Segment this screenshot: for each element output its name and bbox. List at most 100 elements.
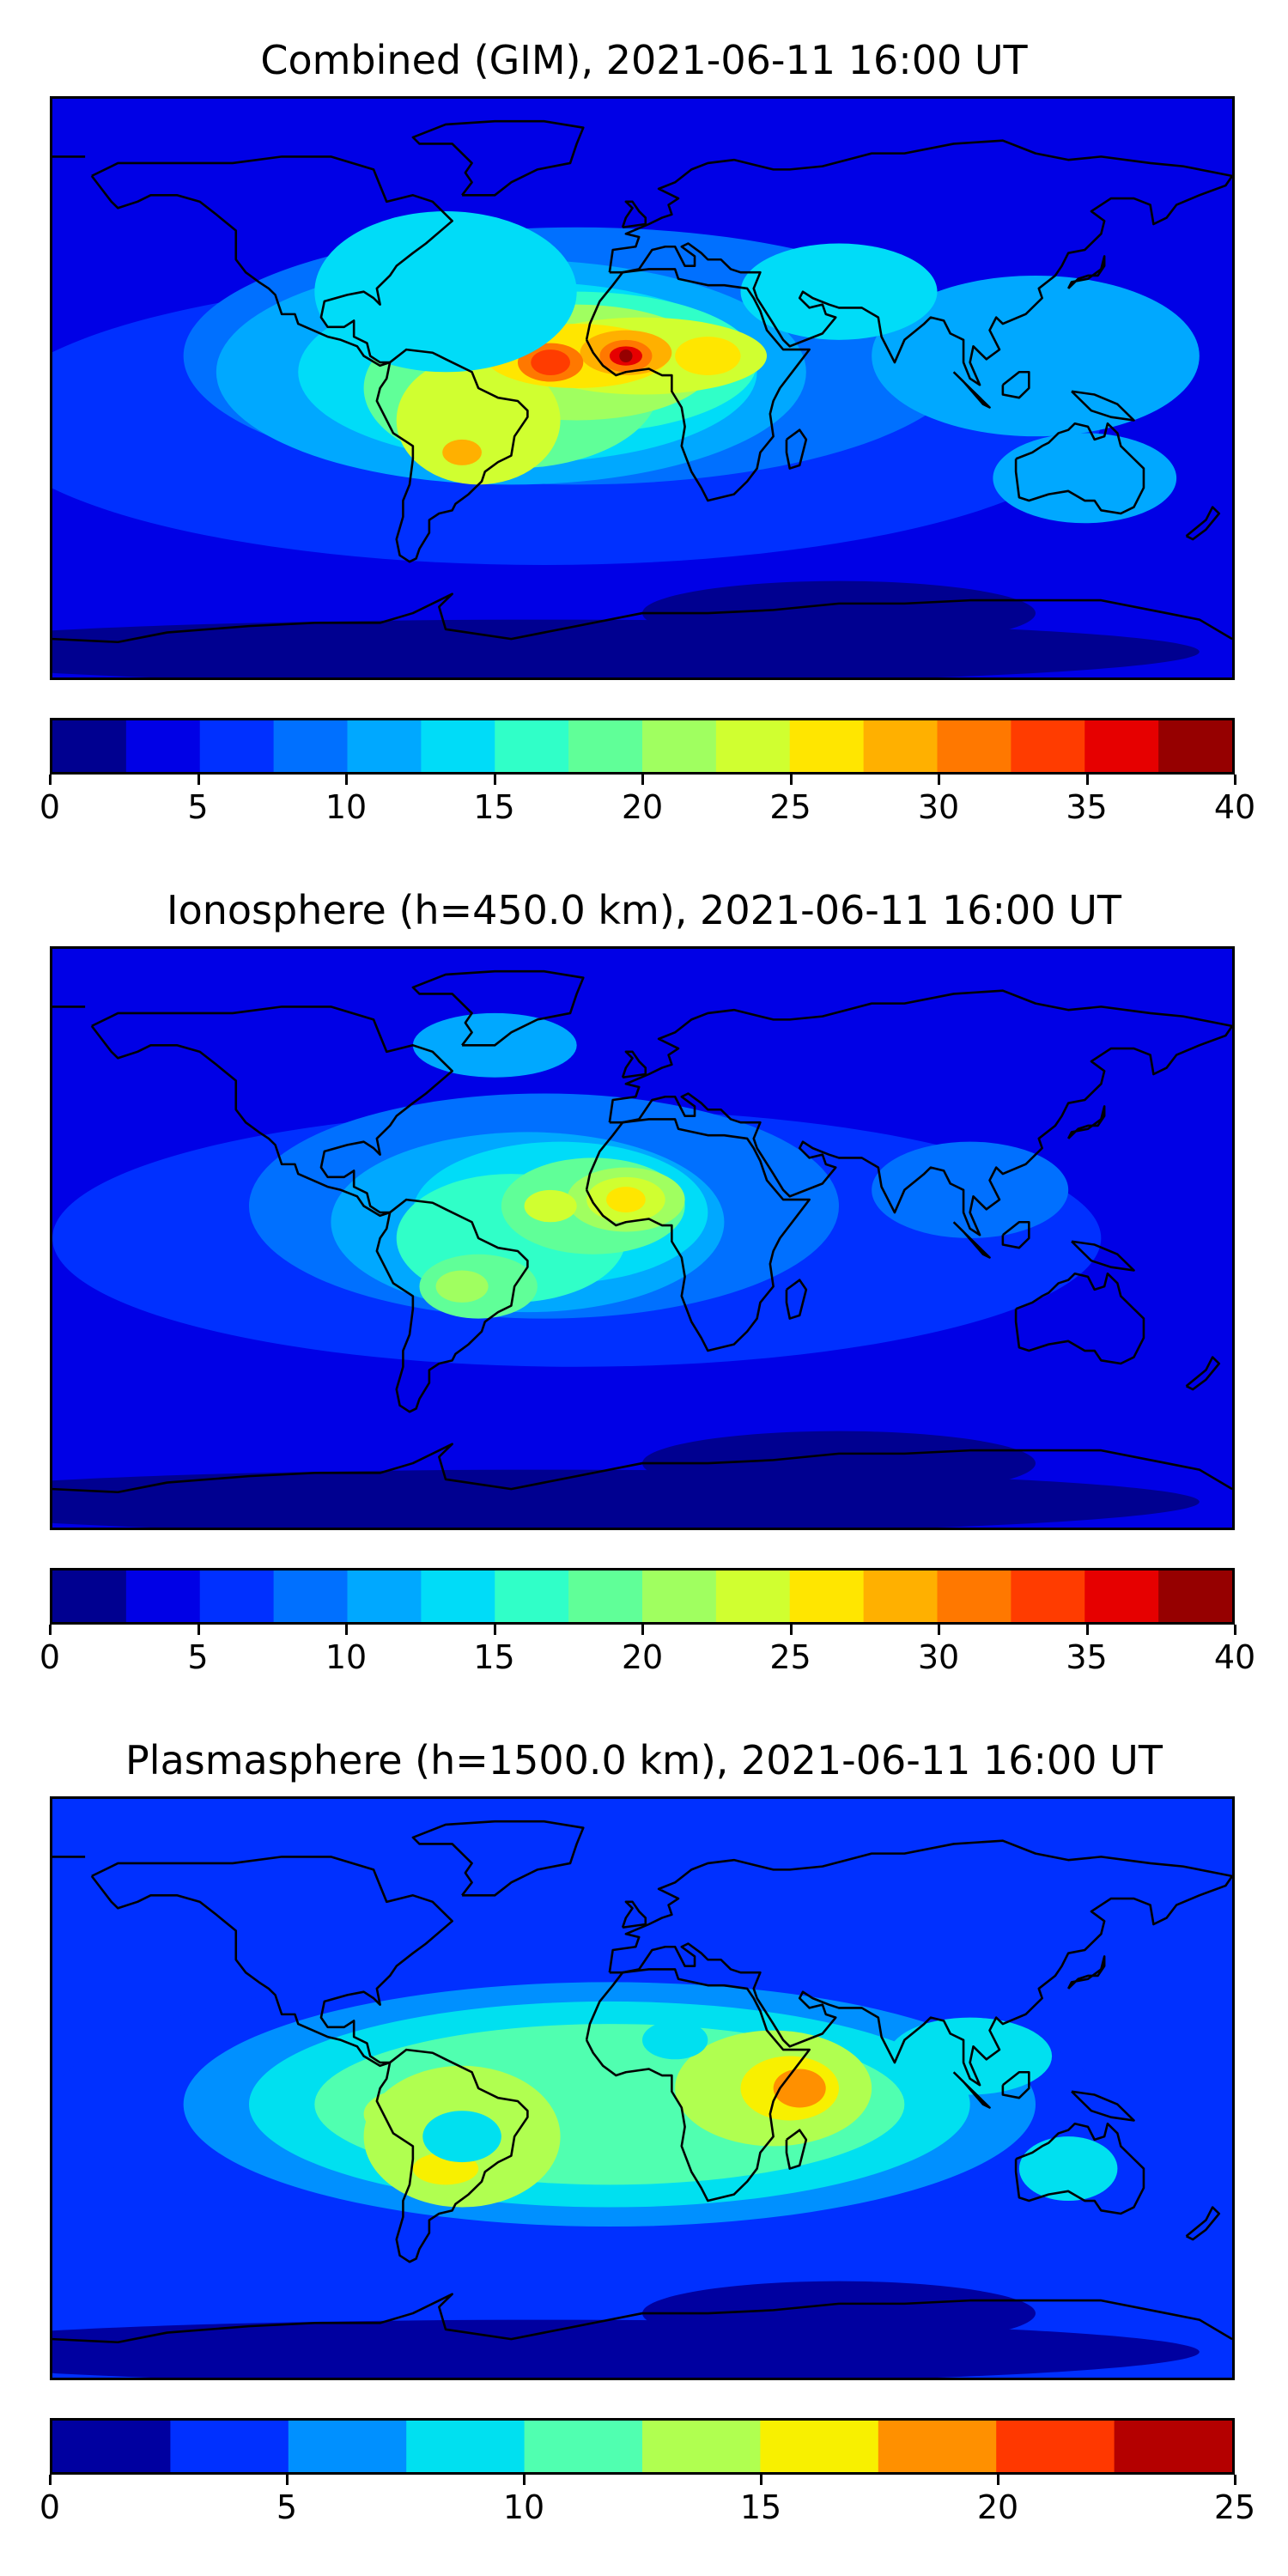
tick-mark [493,775,496,785]
map-svg [52,949,1232,1528]
tick-mark [760,2475,762,2485]
colorbar-segment [421,720,495,772]
coastline [621,1900,647,1929]
contour-level [642,2020,708,2060]
tick-label: 40 [1213,788,1256,826]
tick-label: 0 [39,1638,61,1676]
coastline [608,139,1232,386]
coastline [90,155,453,368]
contour-level [740,243,938,340]
contour-level [606,1187,646,1213]
colorbar-ticks: 0 5 10 15 20 25 [39,2475,1255,2526]
coastline [411,969,585,1047]
coastline [621,200,647,229]
colorbar-segment [1114,2421,1232,2472]
contour-level [675,337,741,376]
coastlines [52,119,1232,644]
map-combined [50,96,1235,680]
colorbar-ticks: 0 5 10 15 20 25 30 35 40 [39,1625,1255,1676]
colorbar-svg [52,2421,1232,2472]
colorbar-segment [52,720,127,772]
tick-mark [1234,775,1236,785]
coastline [585,268,811,502]
contour-level [888,2017,1053,2095]
coastline [411,119,585,197]
colorbar-segment [288,2421,407,2472]
tick-mark [493,1625,496,1635]
coastline [585,1118,811,1352]
coastline [90,1005,453,1218]
colorbar-segment [495,720,569,772]
colorbar-segment [789,720,865,772]
colorbar-segment [52,2421,172,2472]
tick-label: 30 [917,788,960,826]
coastline [785,428,808,470]
colorbar-segment [170,2421,289,2472]
tick-label: 35 [1066,788,1108,826]
tick-label: 20 [621,1638,664,1676]
tick-mark [286,2475,289,2485]
contour-level [531,349,571,376]
colorbar-segment [347,1571,422,1622]
coastline [1001,370,1030,399]
chart-title: Ionosphere (h=450.0 km), 2021-06-11 16:0… [167,887,1121,933]
colorbar-segment [863,720,939,772]
coastline [1014,422,1145,515]
tick-label: 20 [976,2488,1019,2526]
colorbar [50,718,1235,775]
coastline [785,2129,808,2170]
map-ionosphere [50,946,1235,1530]
coastline [608,989,1232,1236]
coastline [608,1839,1232,2087]
colorbar-segment [1084,1571,1159,1622]
tick-label: 10 [502,2488,545,2526]
colorbar-segment [1158,1571,1232,1622]
colorbar-segment [1011,720,1085,772]
colorbar-segment [878,2421,997,2472]
contour-level [1018,2136,1118,2202]
contour-level [435,1270,489,1303]
tick-mark [938,1625,940,1635]
tick-mark [49,1625,52,1635]
colorbar-segment [52,1571,127,1622]
colorbar-segment [1158,720,1232,772]
colorbar-segment [406,2421,526,2472]
coastline [1071,1240,1135,1272]
coastline [375,348,529,563]
coastline [1001,2070,1030,2099]
colorbar-segment [715,1571,791,1622]
colorbar-segment [760,2421,879,2472]
colorbar-segment [199,1571,275,1622]
coastline [952,2071,991,2109]
colorbar-segment [125,720,201,772]
coastline [1185,506,1221,541]
tick-label: 15 [473,1638,515,1676]
coastline [52,1443,1232,1494]
tick-label: 5 [276,2488,298,2526]
tick-label: 0 [39,788,61,826]
coastline [1185,2206,1221,2241]
colorbar-segment [789,1571,865,1622]
colorbar-segment [568,1571,643,1622]
coastline [952,1221,991,1259]
contour-level [422,2111,501,2163]
contour-level [642,2281,1036,2346]
colorbar-segment [715,720,791,772]
coastlines [52,969,1232,1494]
tick-label: 15 [739,2488,782,2526]
colorbar-segment [642,2421,762,2472]
contour-level [872,275,1200,437]
tick-label: 15 [473,788,515,826]
colorbar-svg [52,720,1232,772]
coastline [375,2048,529,2263]
contour-level [524,1189,577,1223]
colorbar-segment [495,1571,569,1622]
contour-level [396,355,561,485]
tick-mark [641,1625,644,1635]
coastline [621,1050,647,1079]
coastline [1001,1220,1030,1249]
colorbar-segment [642,1571,717,1622]
colorbar-segment [125,1571,201,1622]
colorbar-segment [524,2421,643,2472]
tick-mark [997,2475,999,2485]
